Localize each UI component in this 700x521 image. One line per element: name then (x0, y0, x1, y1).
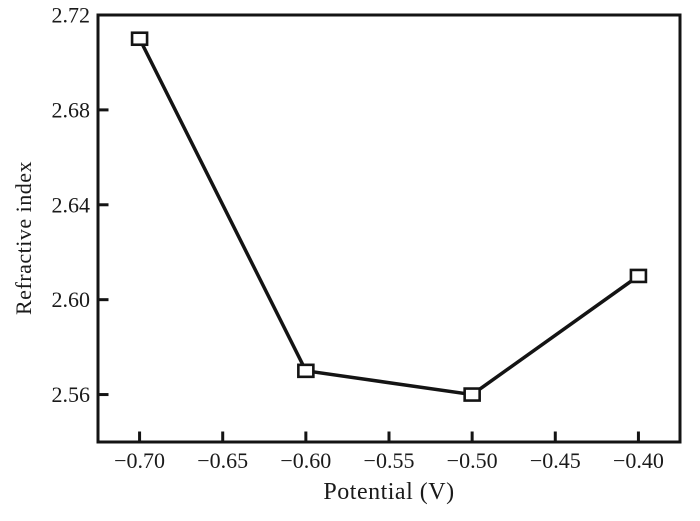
data-point-marker (629, 268, 648, 284)
y-tick-label: 2.56 (52, 382, 91, 407)
plot-frame (96, 13, 682, 444)
y-tick-label: 2.68 (52, 97, 91, 122)
x-tick-label: −0.45 (530, 448, 581, 473)
x-axis-label: Potential (V) (323, 479, 455, 505)
series-line (138, 37, 640, 397)
x-tick-label: −0.50 (447, 448, 498, 473)
y-tick-label: 2.72 (52, 3, 91, 28)
x-tick-label: −0.65 (197, 448, 248, 473)
x-tick-label: −0.70 (114, 448, 165, 473)
y-tick-label: 2.64 (52, 192, 91, 217)
data-point-marker (463, 387, 481, 402)
data-point-marker (130, 31, 149, 47)
x-tick-label: −0.40 (613, 448, 664, 473)
y-axis-label: Refractive index (11, 161, 36, 315)
x-tick-label: −0.60 (280, 448, 331, 473)
data-point-marker (297, 363, 315, 379)
x-tick-label: −0.55 (364, 448, 415, 473)
y-tick-label: 2.60 (52, 287, 91, 312)
